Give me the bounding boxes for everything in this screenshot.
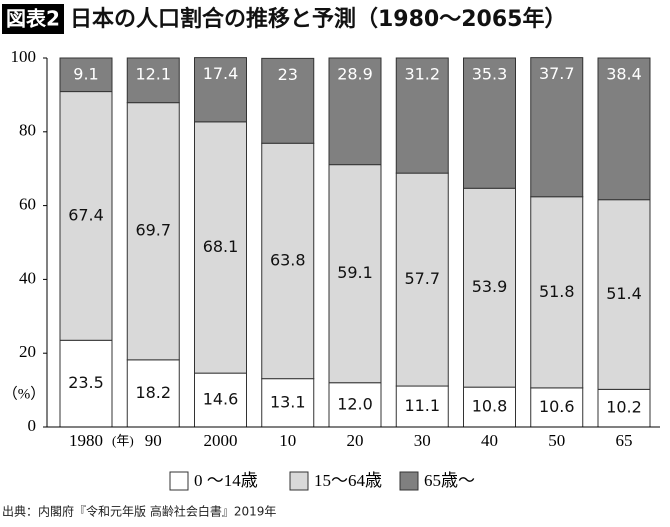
data-label: 13.1 bbox=[270, 392, 306, 411]
data-label: 37.7 bbox=[539, 64, 575, 83]
bar-segment bbox=[597, 57, 651, 201]
x-tick-label: 30 bbox=[414, 431, 431, 450]
data-label: 12.0 bbox=[337, 394, 373, 413]
bar-segment bbox=[261, 57, 315, 144]
bar-segment bbox=[194, 57, 247, 123]
y-tick-label: 40 bbox=[19, 268, 36, 287]
data-label: 23 bbox=[278, 65, 298, 84]
y-unit: （%） bbox=[3, 385, 46, 402]
badge bbox=[2, 4, 64, 34]
bar-segment bbox=[194, 121, 247, 374]
bar-segment bbox=[597, 199, 651, 390]
bar-segment bbox=[59, 91, 113, 341]
bar-segment bbox=[530, 57, 584, 198]
bar-segment bbox=[328, 382, 382, 428]
data-label: 23.5 bbox=[68, 373, 104, 392]
bar-segment bbox=[126, 359, 180, 428]
data-label: 10.2 bbox=[606, 398, 642, 417]
x-tick-label: 1980 bbox=[69, 431, 103, 450]
bar-segment bbox=[126, 102, 180, 361]
data-label: 57.7 bbox=[404, 269, 440, 288]
bar-segment bbox=[463, 57, 516, 189]
data-label: 69.7 bbox=[135, 221, 171, 240]
legend-label: 65歳〜 bbox=[424, 471, 475, 490]
x-tick-label: 65 bbox=[616, 431, 633, 450]
data-label: 10.8 bbox=[472, 397, 508, 416]
bar-segment bbox=[328, 57, 382, 166]
bar-segment bbox=[395, 57, 449, 174]
source: 出典：内閣府『令和元年版 高齢社会白書』2019年 bbox=[2, 504, 276, 519]
data-label: 10.6 bbox=[539, 397, 575, 416]
bar-segment bbox=[261, 142, 315, 380]
y-tick-label: 60 bbox=[19, 195, 36, 214]
y-tick-label: 20 bbox=[19, 342, 36, 361]
x-tick-label: 50 bbox=[548, 431, 565, 450]
figure-label: 図表2 bbox=[6, 7, 60, 31]
data-label: 11.1 bbox=[404, 396, 440, 415]
bar-segment bbox=[59, 57, 113, 93]
y-tick-label: 0 bbox=[28, 416, 37, 435]
legend-label: 0 〜14歳 bbox=[194, 471, 258, 490]
bar-segment bbox=[597, 388, 651, 428]
x-tick-label: 40 bbox=[481, 431, 498, 450]
bar-segment bbox=[126, 57, 180, 104]
x-tick-label: 20 bbox=[347, 431, 364, 450]
bar-segment bbox=[395, 385, 449, 428]
legend-swatch bbox=[169, 471, 189, 491]
x-tick-label: 90 bbox=[145, 431, 162, 450]
bar-segment bbox=[261, 378, 315, 428]
data-label: 14.6 bbox=[203, 390, 239, 409]
data-label: 59.1 bbox=[337, 263, 373, 282]
bar-segment bbox=[530, 387, 584, 428]
x-tick-label: 2000 bbox=[204, 431, 238, 450]
data-label: 53.9 bbox=[472, 277, 508, 296]
y-tick-label: 80 bbox=[19, 121, 36, 140]
data-label: 31.2 bbox=[404, 65, 440, 84]
bar-segment bbox=[194, 372, 247, 428]
chart-title: 日本の人口割合の推移と予測（1980〜2065年） bbox=[70, 6, 566, 32]
legend-swatch bbox=[399, 471, 419, 491]
data-label: 18.2 bbox=[135, 383, 171, 402]
data-label: 17.4 bbox=[203, 64, 239, 83]
legend-swatch bbox=[289, 471, 309, 491]
y-tick-label: 100 bbox=[11, 47, 37, 66]
data-label: 12.1 bbox=[135, 65, 171, 84]
legend-label: 15〜64歳 bbox=[314, 471, 382, 490]
data-label: 9.1 bbox=[73, 65, 98, 84]
bar-segment bbox=[463, 187, 516, 388]
data-label: 35.3 bbox=[472, 65, 508, 84]
data-label: 67.4 bbox=[68, 205, 104, 224]
bar-segment bbox=[530, 196, 584, 389]
data-label: 68.1 bbox=[203, 237, 239, 256]
data-label: 38.4 bbox=[606, 65, 642, 84]
data-label: 51.4 bbox=[606, 284, 642, 303]
data-label: 51.8 bbox=[539, 282, 575, 301]
data-label: 28.9 bbox=[337, 65, 373, 84]
x-tick-label: 10 bbox=[279, 431, 296, 450]
x-unit: (年) bbox=[112, 433, 134, 448]
data-label: 63.8 bbox=[270, 250, 306, 269]
bar-segment bbox=[395, 172, 449, 387]
